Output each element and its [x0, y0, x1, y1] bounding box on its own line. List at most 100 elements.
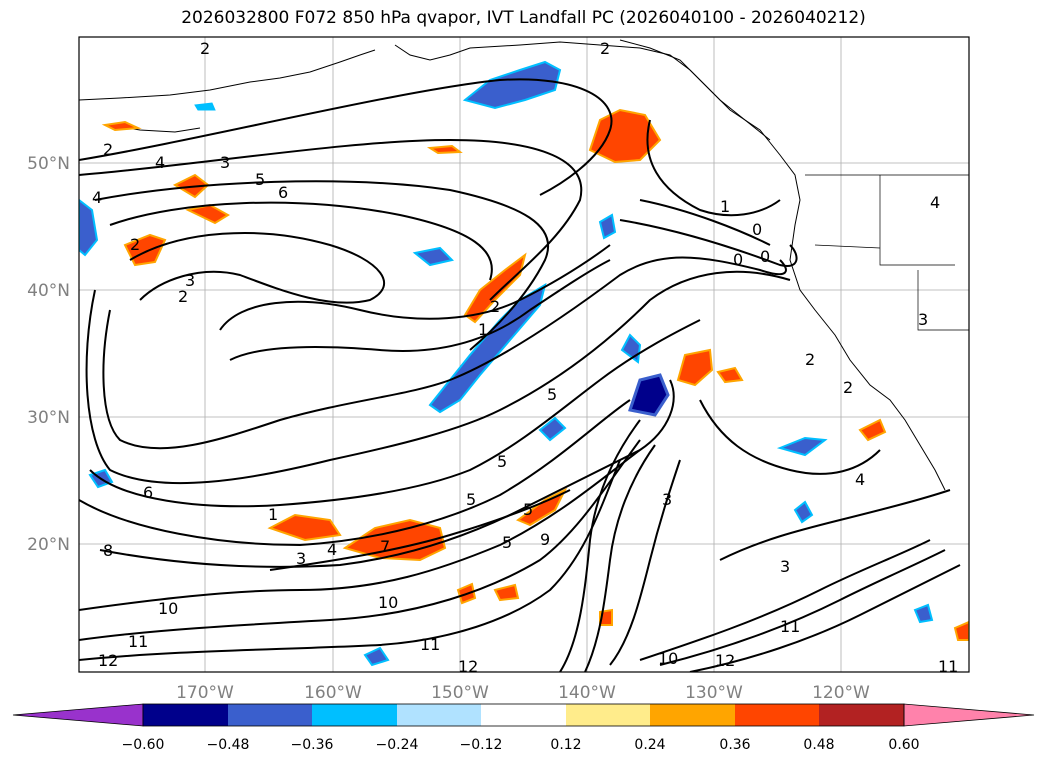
contour-label: 0: [760, 247, 770, 266]
anomaly-positive-1: [588, 108, 662, 164]
anomaly-positive-15: [953, 620, 969, 641]
contour-label: 2: [178, 287, 188, 306]
anomaly-negative-12: [194, 102, 216, 111]
contour-label: 5: [466, 490, 476, 509]
contour-south-1: [79, 379, 675, 611]
anomaly-negative-13: [598, 213, 617, 240]
colorbar-segment: [819, 704, 904, 726]
coastline-north-america: [394, 41, 946, 491]
contour-trough-3: [609, 459, 681, 666]
coastline-alaska-panhandle: [619, 39, 771, 141]
contour-label: 11: [420, 635, 440, 654]
contour-se-2: [659, 549, 946, 666]
ivt-contours: [79, 78, 961, 672]
contour-label: 5: [523, 500, 533, 519]
colorbar-tick: −0.48: [207, 737, 250, 753]
anomaly-negative-1: [462, 60, 562, 110]
contour-loop-1: [102, 256, 787, 450]
contour-label: 5: [255, 170, 265, 189]
anomaly-negative-6: [412, 246, 454, 267]
contour-label: 11: [780, 617, 800, 636]
lat-label-40n: 40°N: [27, 281, 70, 301]
contour-label: 10: [658, 649, 678, 668]
contour-label: 2: [805, 350, 815, 369]
map-panel: 2 2 2 4 3 5 6 4 2 3 2 1 0 0 0 1 2 1 5 5 …: [78, 36, 970, 676]
colorbar-tick: 0.48: [803, 737, 834, 753]
colorbar: −0.60 −0.48 −0.36 −0.24 −0.12 0.12 0.24 …: [12, 703, 1035, 753]
contour-center-2: [229, 259, 611, 361]
contour-south-3: [79, 459, 621, 661]
contour-label: 11: [938, 657, 958, 676]
contour-label: 8: [103, 541, 113, 560]
contour-jet-1: [79, 399, 631, 547]
contour-loop-3: [89, 319, 701, 508]
contour-se-3: [689, 564, 961, 672]
contour-label: 12: [715, 651, 735, 670]
colorbar-tick: −0.12: [460, 737, 503, 753]
contour-label: 0: [733, 250, 743, 269]
contour-label: 6: [143, 483, 153, 502]
contour-label: 12: [98, 651, 118, 670]
anomaly-positive-10: [858, 418, 887, 442]
contour-label: 1: [720, 197, 730, 216]
political-boundaries: [805, 174, 969, 331]
latitude-labels: 50°N 40°N 30°N 20°N: [27, 154, 70, 555]
colorbar-segment: [397, 704, 481, 726]
contour-label: 2: [200, 39, 210, 58]
colorbar-extend-min: [12, 703, 144, 727]
contour-label: 5: [502, 533, 512, 552]
anomaly-negative-11: [913, 603, 934, 624]
lat-label-50n: 50°N: [27, 154, 70, 174]
anomaly-negative-8: [538, 416, 567, 442]
lon-label-130w: 130°W: [685, 683, 743, 703]
contour-label: 6: [278, 183, 288, 202]
contour-label: 2: [490, 297, 500, 316]
anomaly-negative-10: [363, 646, 390, 667]
colorbar-tick: 0.60: [888, 737, 919, 753]
longitude-labels: 170°W 160°W 150°W 140°W 130°W 120°W: [176, 683, 870, 703]
contour-trough-2: [584, 444, 656, 672]
anomaly-positive-4: [267, 513, 342, 542]
colorbar-tick: −0.24: [376, 737, 419, 753]
contour-label: 3: [662, 490, 672, 509]
anomaly-positive-17: [426, 144, 463, 155]
contour-label: 3: [185, 271, 195, 290]
contour-se-1: [639, 539, 931, 661]
anomaly-negative-3: [628, 373, 670, 417]
lat-label-20n: 20°N: [27, 535, 70, 555]
anomaly-negative-9: [793, 500, 814, 524]
colorbar-segment: [143, 704, 228, 726]
qvapor-anomaly-fill: [79, 60, 969, 667]
anomaly-positive-3: [676, 348, 714, 387]
contour-label: 3: [296, 549, 306, 568]
contour-label: 12: [458, 657, 478, 676]
contour-jet-2: [99, 449, 641, 568]
contour-label: 2: [103, 140, 113, 159]
contour-label: 3: [220, 153, 230, 172]
contour-label: 0: [752, 220, 762, 239]
colorbar-tick: −0.36: [291, 737, 334, 753]
anomaly-positive-16: [101, 120, 142, 132]
colorbar-segment: [228, 704, 312, 726]
contour-label: 2: [843, 378, 853, 397]
colorbar-extend-max: [903, 703, 1035, 727]
colorbar-segment: [566, 704, 650, 726]
colorbar-segment: [312, 704, 397, 726]
contour-landfall-1: [619, 219, 798, 267]
contour-north-3: [94, 180, 550, 351]
lon-label-160w: 160°W: [304, 683, 362, 703]
anomaly-positive-2: [463, 252, 527, 324]
contour-label: 1: [478, 320, 488, 339]
contour-loop-2: [85, 270, 791, 485]
colorbar-segment: [735, 704, 819, 726]
contour-north-2: [79, 138, 583, 301]
border-state-3: [917, 270, 969, 331]
lon-label-170w: 170°W: [176, 683, 234, 703]
contour-label: 7: [380, 537, 390, 556]
anomaly-negative-2: [428, 282, 547, 414]
contour-label: 5: [547, 385, 557, 404]
lat-label-30n: 30°N: [27, 408, 70, 428]
contour-center-1: [219, 244, 611, 331]
colorbar-segment: [481, 704, 566, 726]
